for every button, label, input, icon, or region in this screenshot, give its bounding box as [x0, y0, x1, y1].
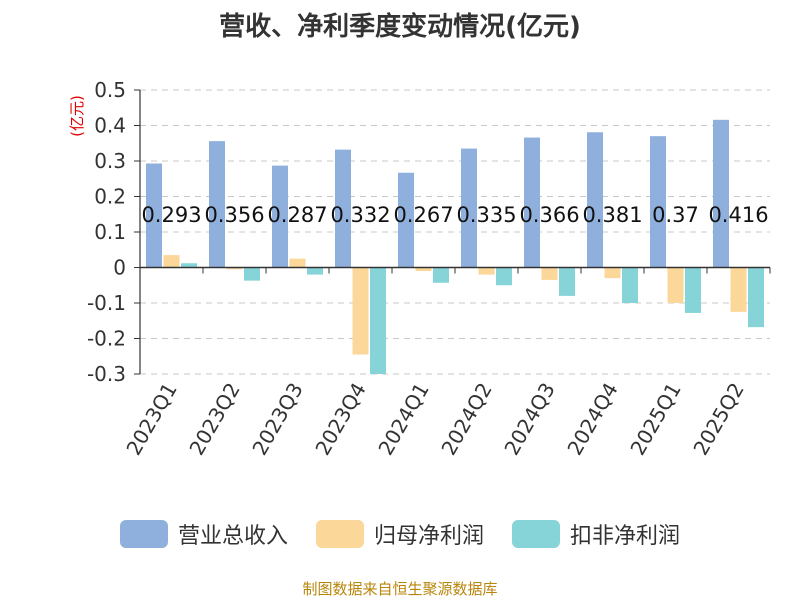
bar [730, 267, 747, 312]
y-tick-label: 0.4 [94, 114, 126, 138]
bar [524, 137, 540, 268]
bar [163, 255, 180, 268]
y-tick-label: 0.5 [94, 78, 126, 102]
bar [226, 267, 243, 270]
data-label: 0.335 [456, 203, 516, 227]
chart-title: 营收、净利季度变动情况(亿元) [219, 12, 581, 42]
y-axis-unit-label: (亿元) [68, 95, 86, 137]
legend-item-revenue[interactable]: 营业总收入 [119, 518, 288, 550]
data-label: 0.366 [519, 203, 579, 227]
bar [559, 267, 575, 296]
x-tick-label: 2024Q4 [562, 379, 622, 460]
bar [604, 267, 621, 279]
bar-chart: 0.50.40.30.20.10-0.1-0.2-0.3(亿元)0.293 0.3… [68, 78, 771, 460]
x-tick-label: 2023Q4 [310, 379, 370, 460]
legend-swatch-deducted-profit [512, 520, 560, 548]
bar [398, 172, 414, 268]
bar [181, 263, 197, 268]
data-label: 0.267 [393, 203, 453, 227]
bar [587, 132, 603, 268]
legend-item-net-profit[interactable]: 归母净利润 [315, 518, 484, 550]
bar [209, 141, 225, 268]
bar [272, 165, 288, 268]
data-label: 0.332 [330, 203, 390, 227]
legend: 营业总收入 归母净利润 扣非净利润 [0, 518, 800, 550]
x-tick-label: 2023Q1 [121, 379, 181, 460]
data-label: 0.293 [141, 203, 201, 227]
legend-label-deducted-profit: 扣非净利润 [570, 524, 681, 549]
y-tick-label: 0.1 [94, 220, 126, 244]
data-label: 0.287 [267, 203, 327, 227]
legend-swatch-net-profit [315, 520, 364, 548]
bar [289, 258, 306, 268]
bar [496, 267, 512, 286]
bar [650, 136, 666, 268]
bar [713, 119, 729, 268]
x-tick-label: 2023Q3 [247, 379, 307, 460]
x-tick-label: 2024Q1 [373, 379, 433, 460]
bar [244, 267, 260, 281]
y-tick-label: 0.3 [94, 149, 126, 173]
data-label: 0.37 [652, 203, 699, 227]
y-tick-label: -0.2 [87, 327, 126, 351]
bar [307, 267, 323, 275]
y-tick-label: -0.3 [87, 362, 126, 386]
legend-label-net-profit: 归母净利润 [373, 524, 484, 549]
x-tick-label: 2024Q3 [499, 379, 559, 460]
bar [415, 267, 432, 272]
legend-item-deducted-profit[interactable]: 扣非净利润 [512, 518, 680, 550]
data-label: 0.356 [204, 203, 264, 227]
bar [461, 148, 477, 268]
x-tick-label: 2023Q2 [184, 379, 244, 460]
x-tick-label: 2025Q2 [688, 379, 748, 460]
legend-label-revenue: 营业总收入 [177, 524, 288, 549]
bar [352, 267, 369, 355]
bar [622, 267, 638, 303]
bar [433, 267, 449, 283]
bar [146, 163, 162, 268]
bar [667, 267, 684, 303]
bar [370, 267, 386, 374]
y-tick-label: 0.2 [94, 185, 126, 209]
data-label: 0.416 [708, 203, 768, 227]
data-label: 0.381 [582, 203, 642, 227]
x-tick-label: 2024Q2 [436, 379, 496, 460]
bar [685, 267, 701, 313]
y-tick-label: -0.1 [87, 291, 126, 315]
y-tick-label: 0 [113, 256, 126, 280]
bar [541, 267, 558, 280]
data-source-note: 制图数据来自恒生聚源数据库 [302, 580, 498, 598]
bar [335, 149, 351, 268]
legend-swatch-revenue [119, 520, 168, 548]
x-tick-label: 2025Q1 [625, 379, 685, 460]
bar [478, 267, 495, 275]
bar [748, 267, 764, 328]
